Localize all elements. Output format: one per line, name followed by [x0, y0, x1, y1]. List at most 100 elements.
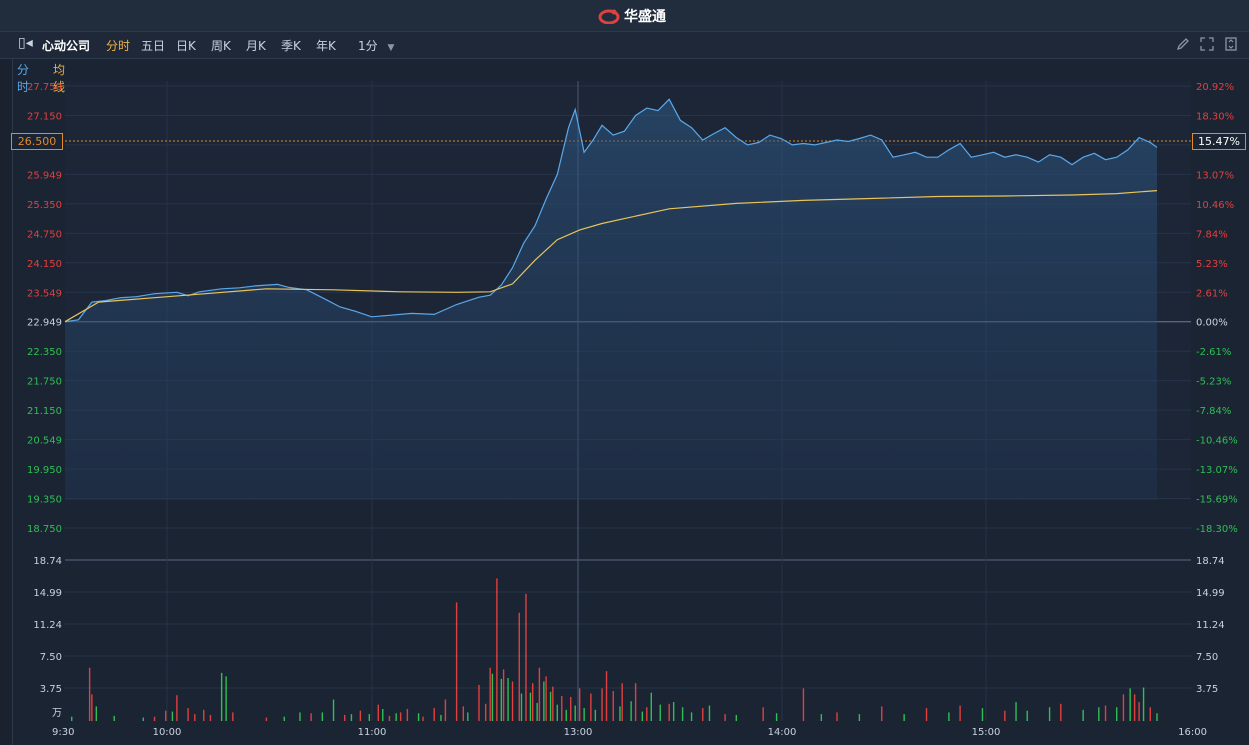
price-tick-label: 24.150 [27, 259, 62, 270]
volume-tick-label-right: 7.50 [1196, 652, 1218, 663]
volume-bar-down [735, 714, 738, 721]
price-tick-label: 27.750 [27, 82, 62, 93]
volume-bar-down [1048, 707, 1051, 721]
pencil-icon[interactable] [1176, 36, 1190, 55]
volume-bar-down [142, 717, 145, 721]
volume-bar-up [422, 716, 424, 721]
volume-bar-down [225, 676, 227, 721]
volume-bar-up [724, 714, 726, 721]
volume-bar-down [1156, 713, 1158, 721]
fullscreen-icon[interactable] [1200, 36, 1214, 55]
interval-select[interactable]: 1分 ▼ [358, 37, 394, 54]
volume-bar-up [444, 699, 447, 721]
volume-bar-down [619, 706, 621, 721]
volume-bar-down [981, 708, 984, 721]
volume-bar-down [500, 678, 503, 721]
volume-bar-down [95, 706, 98, 721]
volume-tick-label-left: 18.74 [33, 556, 62, 567]
tab-month-k[interactable]: 月K [246, 39, 266, 53]
volume-bar-up [538, 667, 541, 721]
volume-bar-down [641, 711, 644, 721]
price-tick-label: 21.150 [27, 406, 62, 417]
volume-bar-up [153, 716, 156, 721]
volume-tick-label-left: 万 [52, 708, 62, 719]
tab-quarter-k[interactable]: 季K [281, 39, 301, 53]
price-axis: 27.750 27.150 25.949 25.350 24.750 24.150 23.5… [27, 82, 62, 535]
time-tick-label: 14:00 [768, 727, 797, 738]
tab-year-k[interactable]: 年K [316, 39, 336, 53]
volume-bar-down [556, 704, 558, 721]
volume-bar-up [621, 683, 623, 721]
tab-five-day[interactable]: 五日 [141, 39, 166, 53]
volume-bar-down [1142, 687, 1145, 721]
price-tick-label: 21.750 [27, 377, 62, 388]
percent-tick-label: 2.61% [1196, 288, 1228, 299]
chevron-down-icon: ▼ [387, 43, 395, 53]
volume-bar-down [708, 705, 711, 721]
volume-bar-up [399, 712, 402, 721]
time-tick-label: 11:00 [358, 727, 387, 738]
volume-bar-down [417, 713, 420, 721]
volume-bar-up [455, 602, 458, 721]
volume-bar-down [71, 716, 73, 721]
volume-bar-down [659, 704, 661, 721]
volume-bar-down [520, 693, 523, 721]
time-axis: 9:30 10:00 11:00 13:00 14:00 15:00 16:00 [52, 727, 1207, 738]
percent-tick-label: 0.00% [1196, 318, 1228, 329]
volume-bar-up [552, 686, 554, 721]
volume-bar-up [91, 694, 93, 721]
volume-bar-up [388, 715, 391, 721]
stock-name: 心动公司 [42, 39, 91, 53]
percent-tick-label: 20.92% [1196, 82, 1234, 93]
left-side-strip[interactable] [0, 32, 13, 745]
tab-day-k[interactable]: 日K [176, 39, 196, 53]
top-bar: 华盛通 [0, 0, 1249, 32]
percent-tick-label: 5.23% [1196, 259, 1228, 270]
volume-bar-down [690, 712, 693, 721]
volume-bar-up [590, 693, 592, 721]
volume-tick-label-right: 3.75 [1196, 684, 1218, 695]
volume-bar-down [507, 678, 509, 721]
volume-bar-up [88, 667, 91, 721]
volume-bar-up [1060, 703, 1062, 721]
price-series-layer [64, 98, 1158, 501]
percent-tick-label: -2.61% [1196, 347, 1231, 358]
expand-icon[interactable] [1224, 36, 1238, 55]
time-tick-label: 9:30 [52, 727, 74, 738]
tab-week-k[interactable]: 周K [211, 39, 231, 53]
volume-bar-up [561, 696, 563, 721]
tab-timeshare[interactable]: 分时 [106, 39, 131, 53]
volume-tick-label-right: 11.24 [1196, 620, 1225, 631]
volume-bar-down [1026, 710, 1028, 721]
volume-bar-up [194, 714, 196, 721]
volume-bar-down [1015, 702, 1017, 721]
volume-bar-up [836, 712, 838, 721]
brand-logo: 华盛通 [598, 6, 666, 26]
price-area [65, 99, 1157, 501]
percent-tick-label: -13.07% [1196, 465, 1238, 476]
price-tick-label: 23.549 [27, 288, 62, 299]
price-tick-label: 19.950 [27, 465, 62, 476]
panel-toggle-icon[interactable]: ▯◂ [18, 35, 33, 51]
volume-bar-down [1082, 709, 1084, 721]
volume-plot-bg [65, 560, 1191, 721]
legend-avg-line: 均线 [53, 63, 66, 94]
volume-bar-up [433, 708, 435, 721]
volume-bar-down [681, 707, 684, 721]
volume-bar-down [382, 708, 384, 721]
volume-bar-up [518, 612, 520, 721]
price-tick-label: 22.949 [27, 318, 62, 329]
volume-bar-up [511, 681, 514, 721]
volume-bar-up [881, 706, 883, 721]
volume-bar-up [489, 667, 491, 721]
volume-bar-up [1138, 702, 1140, 721]
volume-bar-down [565, 709, 567, 721]
percent-tick-label: -10.46% [1196, 436, 1238, 447]
volume-bar-down [630, 701, 632, 721]
volume-bar-up [525, 593, 527, 721]
volume-bar-up [668, 703, 670, 721]
volume-bar-up [925, 708, 928, 721]
volume-bar-down [594, 709, 597, 721]
time-tick-label: 16:00 [1178, 727, 1207, 738]
